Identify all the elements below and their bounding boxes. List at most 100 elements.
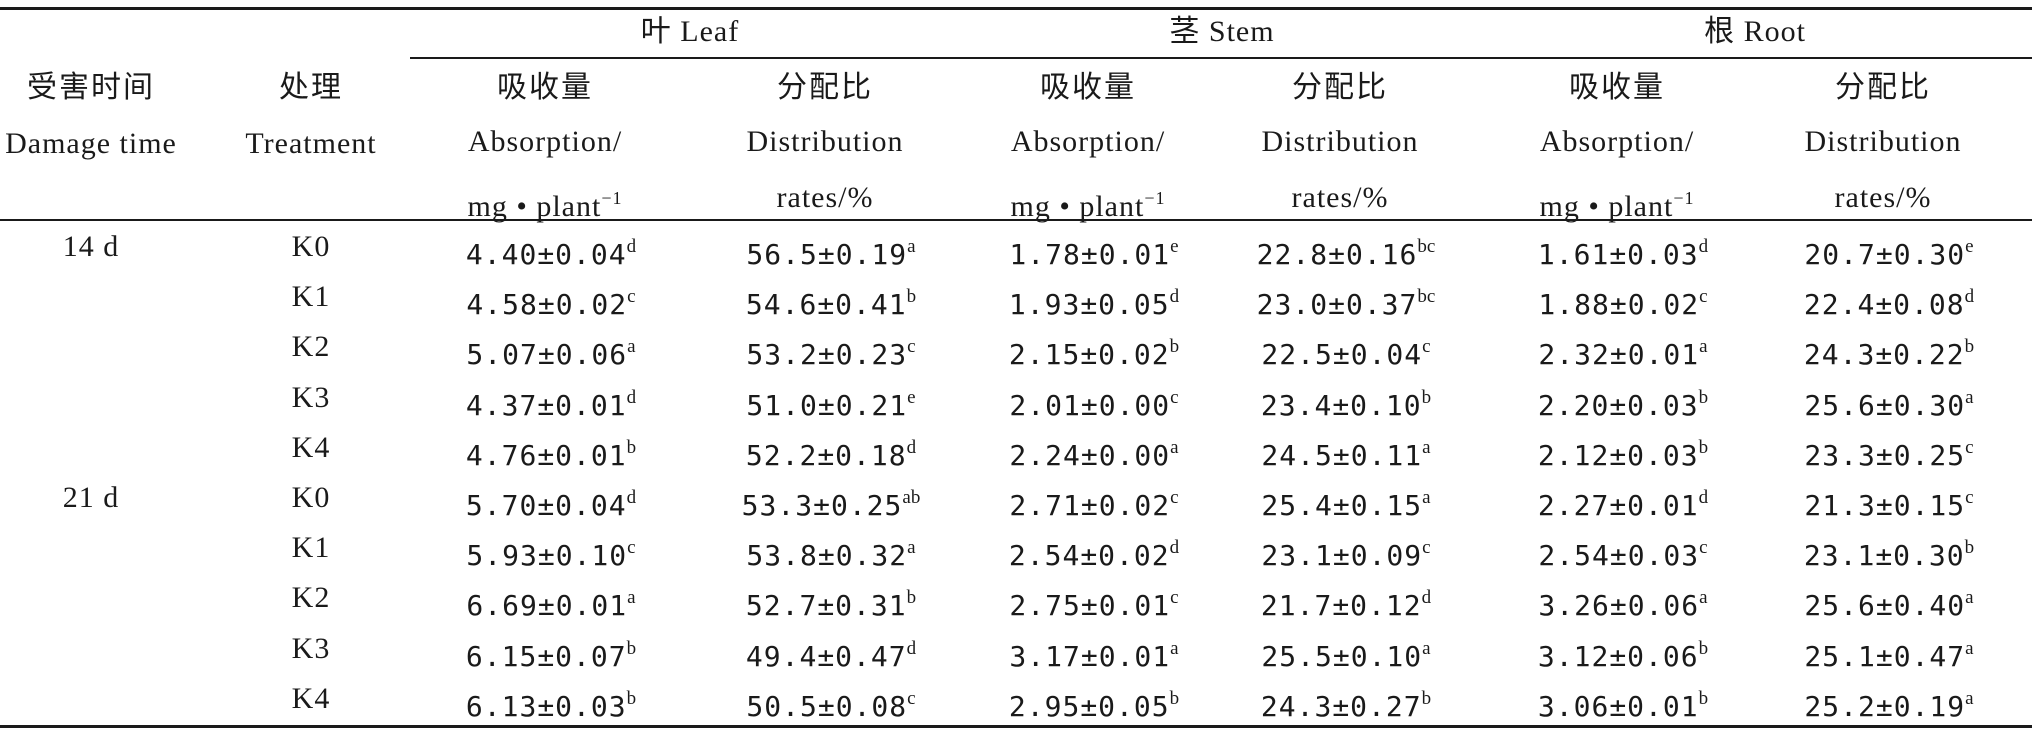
value-cell: 1.93±0.05d: [1009, 280, 1179, 322]
value-cell: 24.3±0.22b: [1804, 330, 1974, 372]
value-cell: 53.3±0.25ab: [742, 481, 921, 523]
cell-value: 53.3±0.25: [741, 489, 903, 522]
value-cell: 24.5±0.11a: [1261, 431, 1430, 473]
damage-time-header-en: Damage time: [5, 127, 177, 160]
significance-letter: c: [1699, 286, 1708, 307]
cell-value: 50.5±0.08: [746, 690, 908, 723]
significance-letter: e: [1965, 236, 1974, 257]
value-cell: 2.01±0.00c: [1009, 381, 1178, 423]
significance-letter: a: [1170, 437, 1179, 458]
value-cell: 1.61±0.03d: [1538, 230, 1708, 272]
damage-time-cell: 14 d: [62, 230, 120, 263]
cell-value: 2.15±0.02: [1008, 338, 1170, 371]
value-cell: 25.2±0.19a: [1804, 682, 1973, 724]
significance-letter: b: [1698, 688, 1709, 709]
cell-value: 2.75±0.01: [1009, 589, 1171, 622]
absorption-header-en: Absorption/: [1539, 125, 1695, 158]
cell-value: 2.27±0.01: [1537, 489, 1699, 522]
significance-letter: a: [1422, 638, 1431, 659]
damage-time-header-cn: 受害时间: [27, 70, 155, 105]
distribution-unit: rates/%: [1834, 181, 1932, 214]
significance-letter: a: [1965, 638, 1974, 659]
value-cell: 54.6±0.41b: [746, 280, 916, 322]
significance-letter: d: [1698, 236, 1709, 257]
significance-letter: d: [1421, 587, 1432, 608]
absorption-unit: mg • plant−1: [468, 180, 623, 225]
group-header-root: 根 Root: [1704, 15, 1806, 48]
group-header-rule: [410, 57, 2032, 59]
cell-value: 2.24±0.00: [1009, 439, 1171, 472]
absorption-header-en: Absorption/: [467, 125, 623, 158]
significance-letter: b: [1698, 437, 1709, 458]
cell-value: 52.7±0.31: [745, 589, 907, 622]
significance-letter: c: [1170, 387, 1179, 408]
cell-value: 24.5±0.11: [1261, 439, 1423, 472]
cell-value: 54.6±0.41: [745, 288, 907, 321]
significance-letter: e: [907, 387, 916, 408]
absorption-unit-exponent: −1: [601, 188, 623, 208]
value-cell: 52.2±0.18d: [746, 431, 916, 473]
value-cell: 53.8±0.32a: [746, 531, 915, 573]
significance-letter: d: [1169, 537, 1180, 558]
treatment-cell: K2: [291, 330, 331, 363]
cell-value: 3.26±0.06: [1538, 589, 1700, 622]
value-cell: 25.6±0.40a: [1804, 581, 1973, 623]
value-cell: 51.0±0.21e: [746, 381, 915, 423]
group-header-leaf: 叶 Leaf: [640, 15, 740, 48]
absorption-unit-exponent: −1: [1144, 188, 1166, 208]
value-cell: 21.7±0.12d: [1261, 581, 1431, 623]
significance-letter: c: [1422, 537, 1431, 558]
absorption-header-en: Absorption/: [1010, 125, 1166, 158]
significance-letter: b: [1964, 537, 1975, 558]
significance-letter: d: [906, 638, 917, 659]
absorption-unit: mg • plant−1: [1011, 180, 1166, 225]
absorption-header-cn: 吸收量: [497, 70, 593, 105]
value-cell: 1.88±0.02c: [1538, 280, 1707, 322]
significance-letter: b: [906, 587, 917, 608]
value-cell: 49.4±0.47d: [746, 632, 916, 674]
cell-value: 25.6±0.40: [1804, 589, 1966, 622]
cell-value: 23.3±0.25: [1804, 439, 1966, 472]
value-cell: 23.3±0.25c: [1804, 431, 1973, 473]
value-cell: 2.20±0.03b: [1538, 381, 1708, 423]
significance-letter: d: [626, 487, 637, 508]
cell-value: 1.61±0.03: [1537, 238, 1699, 271]
significance-letter: a: [1699, 336, 1708, 357]
significance-letter: b: [626, 688, 637, 709]
treatment-cell: K0: [291, 230, 331, 263]
cell-value: 4.76±0.01: [465, 439, 627, 472]
cell-value: 22.8±0.16: [1256, 238, 1418, 271]
value-cell: 23.1±0.09c: [1261, 531, 1430, 573]
significance-letter: a: [1965, 387, 1974, 408]
cell-value: 5.70±0.04: [465, 489, 627, 522]
significance-letter: d: [1698, 487, 1709, 508]
cell-value: 3.12±0.06: [1537, 640, 1699, 673]
value-cell: 4.37±0.01d: [466, 381, 636, 423]
value-cell: 53.2±0.23c: [746, 330, 915, 372]
significance-letter: c: [1170, 487, 1179, 508]
value-cell: 50.5±0.08c: [746, 682, 915, 724]
cell-value: 20.7±0.30: [1804, 238, 1966, 271]
cell-value: 6.69±0.01: [466, 589, 628, 622]
treatment-header-cn: 处理: [279, 70, 343, 105]
value-cell: 24.3±0.27b: [1261, 682, 1431, 724]
cell-value: 4.37±0.01: [465, 389, 627, 422]
significance-letter: bc: [1417, 286, 1436, 307]
table-bottom-rule: [0, 725, 2032, 728]
cell-value: 4.40±0.04: [465, 238, 627, 271]
significance-letter: c: [627, 286, 636, 307]
treatment-cell: K4: [291, 431, 331, 464]
distribution-header-cn: 分配比: [1292, 70, 1388, 105]
significance-letter: a: [1699, 587, 1708, 608]
cell-value: 5.07±0.06: [466, 338, 628, 371]
treatment-cell: K2: [291, 581, 331, 614]
value-cell: 2.54±0.02d: [1009, 531, 1179, 573]
significance-letter: d: [1169, 286, 1180, 307]
value-cell: 21.3±0.15c: [1804, 481, 1973, 523]
absorption-unit-exponent: −1: [1673, 188, 1695, 208]
value-cell: 22.4±0.08d: [1804, 280, 1974, 322]
cell-value: 23.1±0.09: [1261, 539, 1423, 572]
value-cell: 2.32±0.01a: [1538, 330, 1707, 372]
distribution-header-en: Distribution: [1261, 125, 1419, 158]
cell-value: 49.4±0.47: [745, 640, 907, 673]
